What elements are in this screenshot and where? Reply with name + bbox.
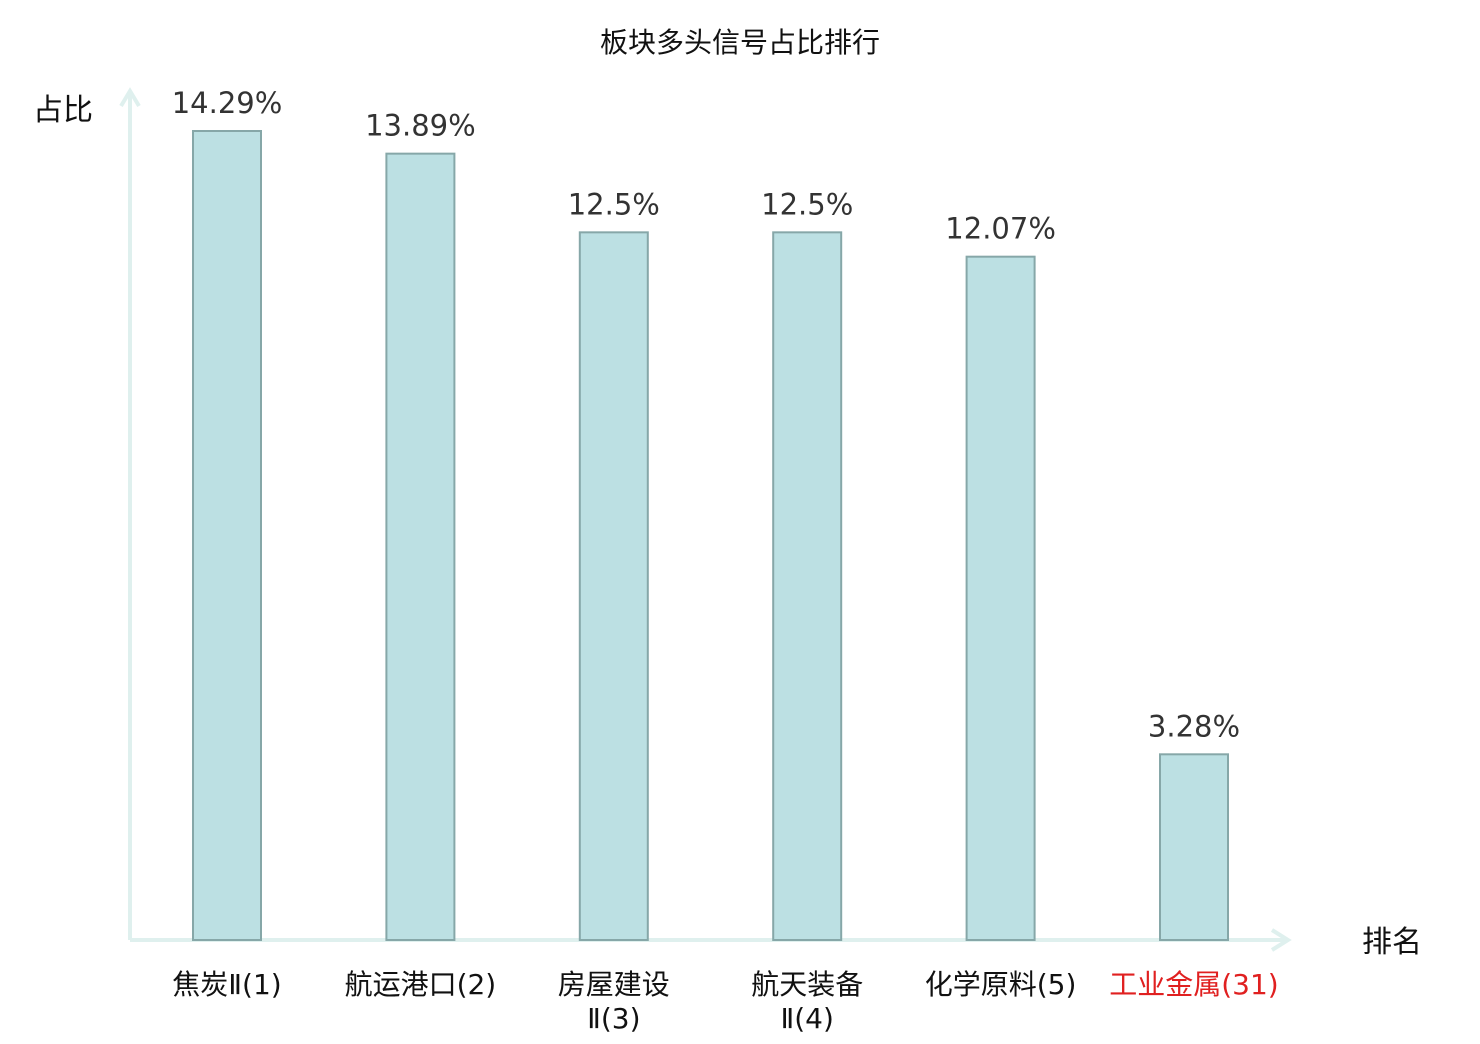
bar — [772, 231, 843, 942]
value-label: 13.89% — [365, 109, 476, 143]
x-axis-arrow — [1270, 928, 1292, 952]
bar — [965, 255, 1036, 941]
y-axis-arrow — [119, 87, 141, 108]
category-label: 化学原料(5) — [925, 968, 1077, 1001]
category-label: 航运港口(2) — [345, 968, 497, 1001]
bars-group — [192, 130, 1229, 942]
value-label: 3.28% — [1148, 709, 1240, 743]
y-axis-label: 占比 — [33, 93, 93, 128]
category-label: 工业金属(31) — [1109, 968, 1278, 1001]
category-label: Ⅱ(4) — [780, 1002, 833, 1035]
value-label: 12.5% — [568, 187, 660, 221]
value-label: 12.07% — [945, 212, 1056, 246]
value-label: 12.5% — [761, 187, 853, 221]
category-label: 焦炭Ⅱ(1) — [172, 968, 281, 1001]
bar — [385, 152, 456, 941]
value-labels-group: 14.29% 13.89% 12.5% 12.5% 12.07% 3.28% — [172, 86, 1240, 743]
category-label: 房屋建设 — [558, 968, 670, 1001]
bar — [1159, 753, 1229, 942]
axes — [119, 87, 1292, 952]
bar — [578, 231, 649, 942]
value-label: 14.29% — [172, 86, 283, 120]
bar — [192, 130, 262, 941]
category-label: Ⅱ(3) — [587, 1002, 640, 1035]
x-axis-label: 排名 — [1362, 925, 1422, 960]
chart-title: 板块多头信号占比排行 — [600, 26, 880, 59]
category-label: 航天装备 — [751, 968, 863, 1001]
